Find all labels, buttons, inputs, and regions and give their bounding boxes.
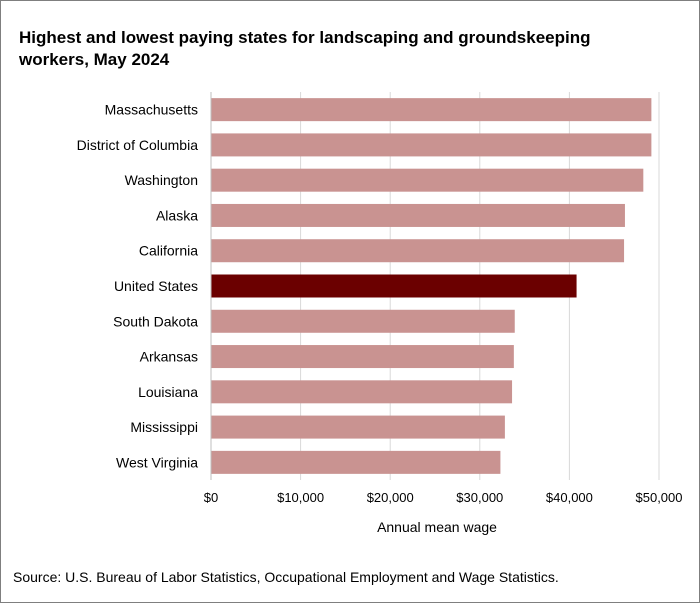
bar xyxy=(211,309,515,333)
category-label: United States xyxy=(114,278,198,294)
bar xyxy=(211,415,505,439)
category-label: Louisiana xyxy=(138,384,198,400)
bar xyxy=(211,274,577,298)
bar xyxy=(211,239,625,263)
bar xyxy=(211,98,652,122)
category-label: Washington xyxy=(125,172,198,188)
category-label: Massachusetts xyxy=(105,102,198,118)
chart-title: Highest and lowest paying states for lan… xyxy=(19,28,591,69)
category-label: Mississippi xyxy=(130,419,198,435)
x-tick-label: $50,000 xyxy=(636,490,683,505)
category-label: California xyxy=(139,243,198,259)
bar xyxy=(211,380,513,404)
bar xyxy=(211,345,514,369)
x-tick-label: $40,000 xyxy=(546,490,593,505)
x-tick-label: $20,000 xyxy=(367,490,414,505)
category-label: West Virginia xyxy=(116,454,198,470)
bar xyxy=(211,133,652,157)
category-label: District of Columbia xyxy=(77,137,199,153)
bar xyxy=(211,450,501,474)
bar xyxy=(211,203,625,227)
source-note: Source: U.S. Bureau of Labor Statistics,… xyxy=(13,569,559,585)
category-label: South Dakota xyxy=(113,313,198,329)
x-tick-label: $30,000 xyxy=(456,490,503,505)
category-label: Alaska xyxy=(156,207,198,223)
x-tick-label: $10,000 xyxy=(277,490,324,505)
x-axis-title: Annual mean wage xyxy=(377,519,497,535)
bar xyxy=(211,168,644,192)
x-tick-label: $0 xyxy=(204,490,218,505)
category-label: Arkansas xyxy=(140,349,198,365)
